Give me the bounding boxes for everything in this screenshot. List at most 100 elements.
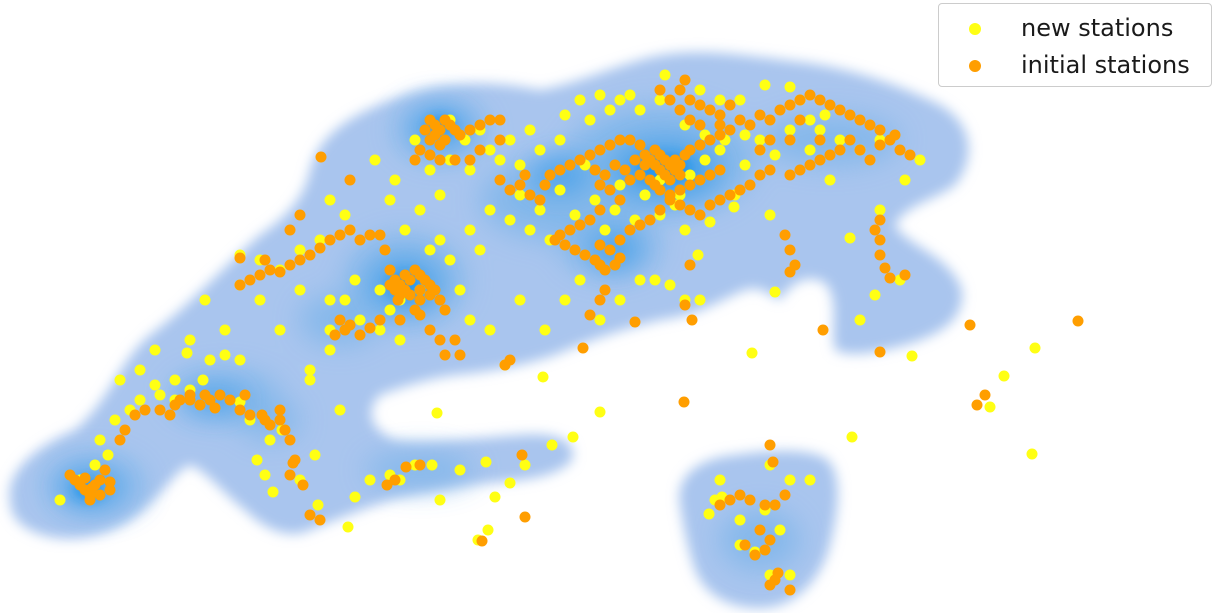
point-initial-stations [324,234,336,246]
point-new-stations [431,407,443,419]
point-initial-stations [779,229,791,241]
point-initial-stations [684,144,696,156]
point-initial-stations [234,252,246,264]
point-initial-stations [304,249,316,261]
point-initial-stations [384,264,396,276]
point-new-stations [784,124,796,136]
point-initial-stations [499,359,511,371]
point-initial-stations [594,144,606,156]
point-initial-stations [694,99,706,111]
point-initial-stations [654,184,666,196]
point-new-stations [554,184,566,196]
point-initial-stations [414,144,426,156]
point-initial-stations [344,224,356,236]
point-initial-stations [297,479,309,491]
point-new-stations [914,154,926,166]
point-initial-stations [764,534,776,546]
point-initial-stations [534,194,546,206]
point-new-stations [534,204,546,216]
point-initial-stations [614,194,626,206]
point-initial-stations [414,294,426,306]
point-new-stations [181,347,193,359]
point-initial-stations [714,499,726,511]
point-new-stations [559,109,571,121]
point-initial-stations [409,154,421,166]
point-new-stations [824,174,836,186]
point-new-stations [89,459,101,471]
point-initial-stations [714,194,726,206]
point-initial-stations [759,499,771,511]
point-initial-stations [784,99,796,111]
point-new-stations [464,314,476,326]
point-new-stations [149,344,161,356]
point-initial-stations [504,184,516,196]
point-initial-stations [979,389,991,401]
point-initial-stations [664,174,676,186]
point-initial-stations [734,114,746,126]
point-new-stations [604,104,616,116]
point-initial-stations [449,334,461,346]
point-initial-stations [64,469,76,481]
point-initial-stations [494,174,506,186]
point-initial-stations [577,342,589,354]
point-initial-stations [184,389,196,401]
legend-marker-initial [969,60,981,72]
point-initial-stations [294,254,306,266]
point-initial-stations [164,409,176,421]
point-initial-stations [874,346,886,358]
point-new-stations [154,389,166,401]
point-initial-stations [234,279,246,291]
point-initial-stations [584,214,596,226]
point-new-stations [102,449,114,461]
point-new-stations [714,474,726,486]
point-initial-stations [629,154,641,166]
point-initial-stations [754,144,766,156]
point-initial-stations [844,109,856,121]
legend-item-new-stations: new stations [939,11,1211,47]
point-initial-stations [784,244,796,256]
point-new-stations [854,314,866,326]
point-initial-stations [744,179,756,191]
point-new-stations [399,224,411,236]
point-initial-stations [199,389,211,401]
point-initial-stations [784,134,796,146]
point-new-stations [634,104,646,116]
point-new-stations [634,274,646,286]
point-new-stations [339,209,351,221]
point-new-stations [149,379,161,391]
point-new-stations [484,204,496,216]
point-initial-stations [194,399,206,411]
point-initial-stations [344,319,356,331]
point-initial-stations [484,114,496,126]
point-new-stations [514,189,526,201]
point-initial-stations [392,294,404,306]
point-initial-stations [744,119,756,131]
point-new-stations [294,284,306,296]
point-initial-stations [739,539,751,551]
point-new-stations [664,279,676,291]
point-initial-stations [259,254,271,266]
point-initial-stations [256,409,268,421]
point-initial-stations [624,134,636,146]
point-initial-stations [634,219,646,231]
point-new-stations [184,334,196,346]
point-initial-stations [424,289,436,301]
point-initial-stations [439,349,451,361]
point-initial-stations [599,264,611,276]
point-initial-stations [79,472,91,484]
point-new-stations [734,94,746,106]
point-new-stations [434,234,446,246]
point-initial-stations [764,114,776,126]
legend-label-initial: initial stations [1021,51,1190,79]
point-initial-stations [629,316,641,328]
point-initial-stations [224,394,236,406]
point-initial-stations [714,164,726,176]
point-new-stations [869,289,881,301]
point-initial-stations [614,234,626,246]
point-new-stations [426,459,438,471]
series-initial-stations [64,74,1084,596]
point-new-stations [384,194,396,206]
point-new-stations [114,374,126,386]
point-initial-stations [864,119,876,131]
point-initial-stations [879,262,891,274]
